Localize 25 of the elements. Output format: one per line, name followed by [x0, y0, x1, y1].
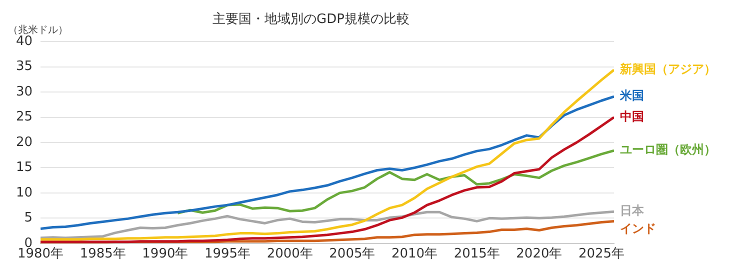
x-tick-label: 1995年	[204, 246, 251, 262]
x-tick-label: 1990年	[142, 246, 188, 262]
chart-title: 主要国・地域別のGDP規模の比較	[212, 11, 410, 28]
x-tick-label: 2000年	[266, 246, 313, 262]
series-label: 中国	[620, 109, 644, 124]
x-tick-label: 2020年	[516, 246, 562, 262]
x-tick-label: 1985年	[80, 246, 126, 262]
y-tick-label: 40	[16, 34, 33, 49]
y-axis-title: （兆米ドル）	[8, 24, 68, 36]
series-label: 新興国（アジア）	[619, 62, 716, 76]
y-tick-label: 20	[16, 134, 33, 150]
x-tick-label: 2010年	[391, 246, 438, 262]
series-label: 米国	[619, 88, 644, 103]
y-tick-label: 5	[24, 210, 33, 226]
y-tick-label: 35	[16, 59, 33, 74]
y-tick-label: 25	[16, 110, 33, 125]
x-tick-label: 2025年	[578, 246, 625, 262]
x-tick-label: 2015年	[454, 246, 500, 262]
y-tick-label: 15	[16, 160, 33, 176]
y-tick-label: 30	[16, 84, 33, 100]
series-label: インド	[620, 222, 656, 236]
x-tick-label: 2005年	[329, 246, 376, 262]
series-label: 日本	[620, 204, 645, 218]
y-tick-label: 10	[16, 185, 33, 200]
series-label: ユーロ圏（欧州）	[620, 142, 716, 157]
